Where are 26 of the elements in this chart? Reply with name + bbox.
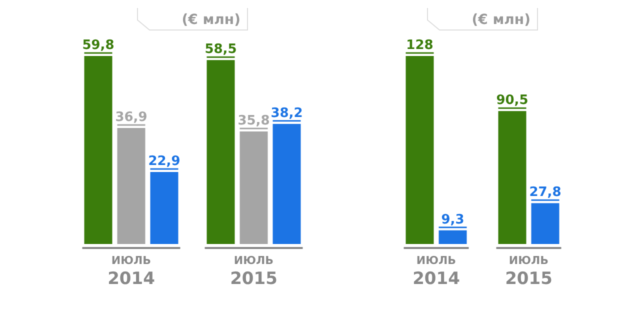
chart-title: (€ млн): [182, 12, 240, 28]
bar: [150, 172, 178, 244]
data-label: 9,3: [441, 212, 464, 228]
x-tick-label: ИЮЛЬ 2014: [412, 254, 460, 289]
bar: [406, 56, 434, 244]
x-tick-label: ИЮЛЬ 2015: [230, 254, 278, 289]
bar: [117, 128, 146, 244]
bar: [84, 56, 112, 244]
bar: [206, 60, 235, 244]
data-label: 128: [406, 38, 434, 53]
data-label: 36,9: [115, 110, 148, 125]
bar: [531, 203, 560, 244]
bar: [272, 124, 301, 244]
bar: [438, 230, 467, 244]
data-label: 59,8: [82, 38, 114, 53]
data-label: 90,5: [496, 93, 528, 108]
data-label: 22,9: [148, 154, 180, 170]
data-label: 27,8: [529, 185, 562, 200]
data-label: 58,5: [204, 42, 237, 58]
data-label: 38,2: [270, 106, 303, 121]
bar: [498, 111, 526, 244]
bar: [240, 131, 268, 244]
x-tick-label: ИЮЛЬ 2014: [108, 254, 156, 289]
chart-title: (€ млн): [472, 12, 530, 28]
data-label: 35,8: [238, 113, 270, 128]
x-tick-label: ИЮЛЬ 2015: [505, 254, 552, 289]
